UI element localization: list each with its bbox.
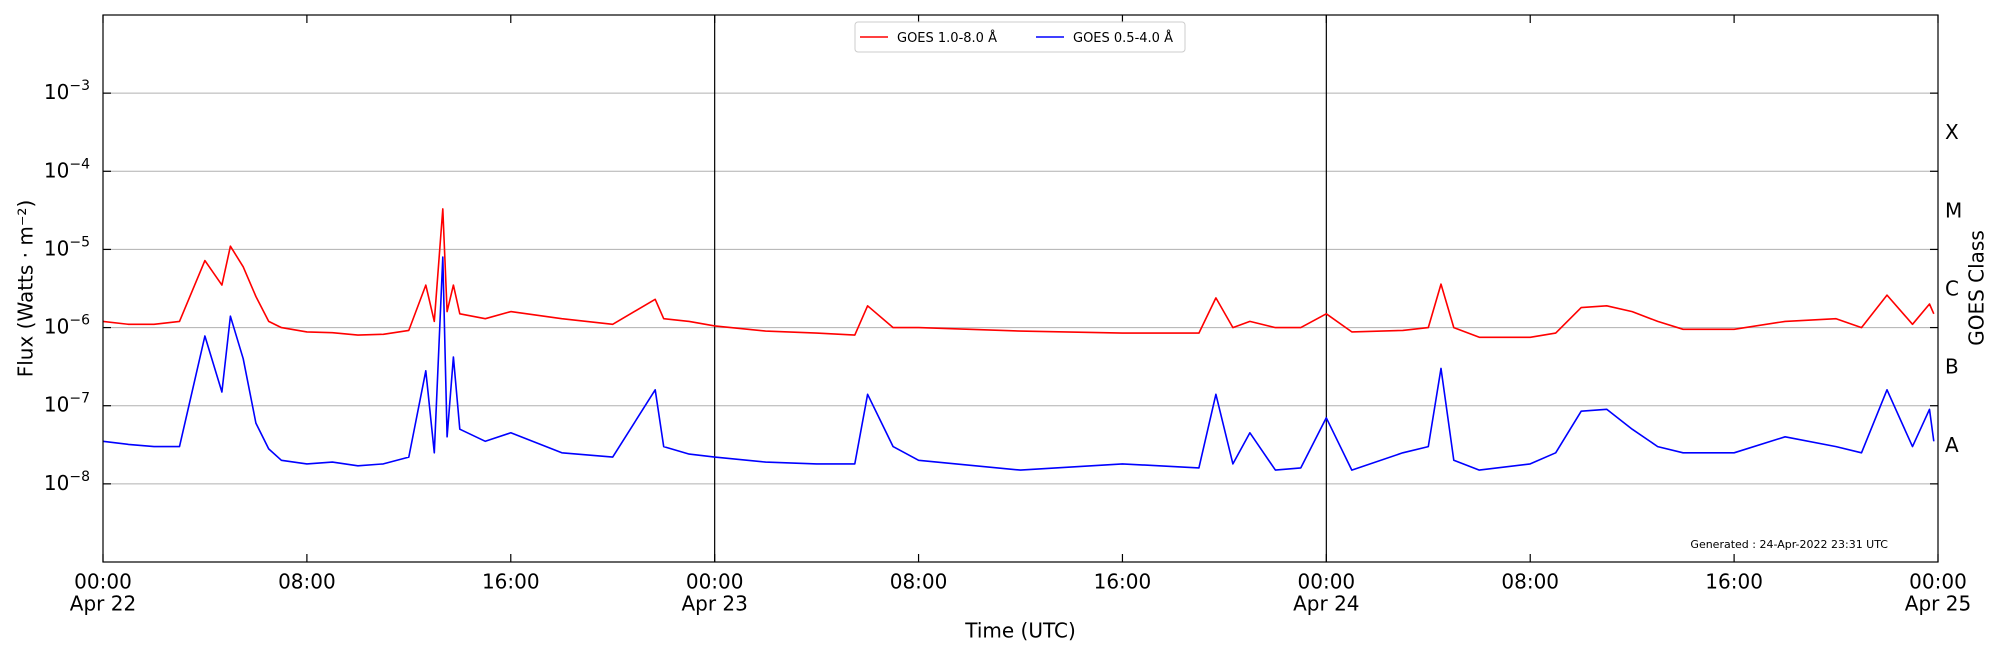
frame-layer	[102, 14, 1939, 563]
series-line-1	[102, 256, 1935, 471]
goes-class-axis-label: GOES Class	[1965, 230, 1989, 346]
legend-box	[854, 21, 1186, 53]
series-layer	[102, 208, 1935, 471]
x-tick-date-label: Apr 23	[681, 592, 747, 616]
x-tick-label: 08:00	[1501, 570, 1559, 594]
legend-label-0: GOES 1.0-8.0 Å	[897, 30, 997, 46]
x-tick-label: 16:00	[1705, 570, 1763, 594]
series-line-0	[102, 208, 1935, 339]
x-tick-date-label: Apr 24	[1293, 592, 1359, 616]
y-tick-label: 10−5	[44, 234, 90, 260]
legend-label-1: GOES 0.5-4.0 Å	[1073, 30, 1173, 46]
x-tick-label: 00:00	[1298, 570, 1356, 594]
y-tick-label: 10−6	[44, 313, 90, 339]
goes-class-label: X	[1945, 120, 1959, 144]
goes-class-label: C	[1945, 277, 1959, 301]
y-tick-label: 10−3	[44, 78, 90, 104]
x-axis-label: Time (UTC)	[964, 619, 1076, 643]
y-tick-label: 10−8	[44, 469, 90, 495]
x-tick-label: 08:00	[278, 570, 336, 594]
x-tick-label: 00:00	[74, 570, 132, 594]
x-tick-label: 16:00	[1094, 570, 1152, 594]
x-tick-label: 08:00	[890, 570, 948, 594]
generated-note: Generated : 24-Apr-2022 23:31 UTC	[1690, 538, 1888, 551]
goes-class-label: M	[1945, 198, 1962, 222]
plot-frame	[102, 14, 1939, 563]
x-tick-date-label: Apr 22	[70, 592, 136, 616]
x-tick-date-label: Apr 25	[1905, 592, 1971, 616]
goes-class-label: A	[1945, 433, 1959, 457]
y-tick-label: 10−7	[44, 391, 90, 417]
x-tick-label: 00:00	[686, 570, 744, 594]
y-tick-label: 10−4	[44, 156, 90, 182]
x-tick-label: 16:00	[482, 570, 540, 594]
grid-layer	[103, 15, 1938, 562]
y-axis-label: Flux (Watts · m⁻²)	[14, 200, 38, 378]
goes-class-label: B	[1945, 355, 1959, 379]
class-layer: X M C B A	[1945, 120, 1962, 457]
x-tick-label: 00:00	[1909, 570, 1967, 594]
legend: GOES 1.0-8.0 Å GOES 0.5-4.0 Å	[854, 21, 1186, 53]
